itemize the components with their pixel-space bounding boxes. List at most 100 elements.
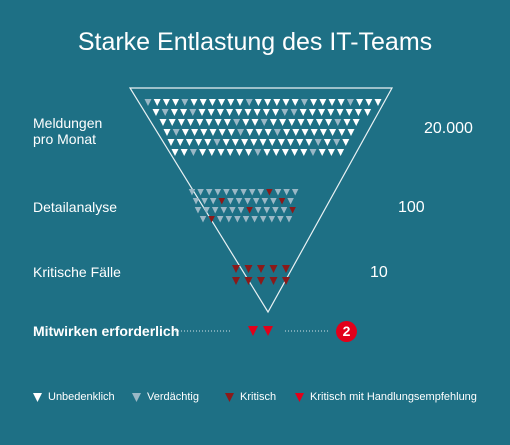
- triangle-unbedenklich: [168, 119, 176, 126]
- triangle-verdaechtig: [237, 207, 245, 214]
- triangle-unbedenklich: [338, 129, 346, 136]
- triangle-unbedenklich: [354, 109, 362, 116]
- legend-label: Kritisch: [240, 391, 277, 403]
- triangle-verdaechtig: [181, 99, 189, 106]
- triangle-kritisch-handlung: [248, 326, 258, 336]
- triangle-unbedenklich: [374, 99, 382, 106]
- triangle-unbedenklich: [236, 99, 244, 106]
- triangle-verdaechtig: [245, 99, 253, 106]
- triangle-verdaechtig: [300, 99, 308, 106]
- triangle-unbedenklich: [180, 109, 188, 116]
- triangle-unbedenklich: [323, 139, 331, 146]
- triangle-unbedenklich: [191, 129, 199, 136]
- triangle-unbedenklich: [281, 149, 289, 156]
- triangle-unbedenklich: [250, 139, 258, 146]
- triangle-unbedenklich: [318, 109, 326, 116]
- triangle-unbedenklich: [319, 99, 327, 106]
- triangle-unbedenklich: [235, 149, 243, 156]
- triangle-verdaechtig: [211, 207, 219, 214]
- triangle-verdaechtig: [346, 99, 354, 106]
- triangle-unbedenklich: [272, 149, 280, 156]
- triangle-unbedenklich: [305, 139, 313, 146]
- triangle-verdaechtig: [254, 207, 262, 214]
- triangle-unbedenklich: [337, 99, 345, 106]
- triangle-unbedenklich: [223, 119, 231, 126]
- triangle-unbedenklich: [251, 119, 259, 126]
- triangle-unbedenklich: [263, 149, 271, 156]
- triangle-unbedenklich: [200, 129, 208, 136]
- triangle-unbedenklich: [204, 139, 212, 146]
- legend-item-kritisch: Kritisch: [225, 391, 276, 403]
- triangle-unbedenklich: [315, 119, 323, 126]
- triangle-kritisch: [266, 189, 273, 196]
- row-label-mitwirken: Mitwirken erforderlich: [33, 323, 180, 339]
- triangle-verdaechtig: [285, 216, 293, 223]
- triangle-unbedenklich: [181, 129, 189, 136]
- triangle-unbedenklich: [185, 139, 193, 146]
- triangle-verdaechtig: [268, 216, 276, 223]
- triangle-verdaechtig: [188, 189, 196, 196]
- triangle-verdaechtig: [283, 189, 290, 196]
- triangle-unbedenklich: [246, 129, 254, 136]
- triangle-unbedenklich: [226, 149, 234, 156]
- triangle-kritisch: [257, 265, 265, 273]
- legend-item-verdaechtig: Verdächtig: [132, 391, 199, 403]
- triangle-unbedenklich: [171, 149, 179, 156]
- legend: Unbedenklich Verdächtig Kritisch Kritisc…: [0, 391, 510, 411]
- triangle-unbedenklich: [268, 139, 276, 146]
- triangle-verdaechtig: [309, 149, 317, 156]
- triangle-verdaechtig: [334, 119, 342, 126]
- triangle-verdaechtig: [223, 189, 230, 196]
- triangle-group-mitwirken: [248, 326, 273, 336]
- triangle-unbedenklich: [291, 149, 299, 156]
- triangle-unbedenklich: [319, 129, 327, 136]
- triangle-group-detailanalyse: [188, 189, 299, 223]
- triangle-unbedenklich: [205, 119, 213, 126]
- triangle-unbedenklich: [347, 129, 355, 136]
- triangle-kritisch: [244, 265, 253, 273]
- triangle-verdaechtig: [259, 216, 267, 223]
- triangle-verdaechtig: [235, 198, 243, 205]
- triangle-unbedenklich: [177, 119, 185, 126]
- triangle-unbedenklich: [328, 99, 336, 106]
- triangle-unbedenklich: [310, 129, 318, 136]
- legend-label: Verdächtig: [147, 391, 199, 403]
- triangle-kritisch: [269, 265, 278, 273]
- triangle-verdaechtig: [263, 207, 271, 214]
- triangle-verdaechtig: [205, 189, 213, 196]
- triangle-unbedenklich: [301, 129, 309, 136]
- triangle-verdaechtig: [227, 198, 234, 205]
- triangle-unbedenklich: [253, 109, 261, 116]
- triangle-unbedenklich: [325, 119, 333, 126]
- triangle-unbedenklich: [162, 99, 170, 106]
- triangle-verdaechtig: [234, 216, 241, 223]
- triangle-kritisch: [244, 277, 253, 285]
- triangle-unbedenklich: [153, 99, 161, 106]
- triangle-verdaechtig: [213, 139, 221, 146]
- triangle-group-meldungen: [144, 99, 382, 156]
- triangle-verdaechtig: [189, 109, 197, 116]
- triangle-verdaechtig: [290, 109, 298, 116]
- legend-label: Kritisch mit Handlungsempfehlung: [310, 391, 477, 403]
- triangle-kritisch: [232, 277, 240, 285]
- triangle-unbedenklich: [269, 119, 277, 126]
- triangle-verdaechtig: [144, 99, 152, 106]
- triangle-verdaechtig: [189, 149, 197, 156]
- triangle-unbedenklich: [272, 109, 280, 116]
- triangle-unbedenklich: [296, 139, 304, 146]
- triangle-unbedenklich: [287, 139, 295, 146]
- triangle-unbedenklich: [283, 129, 291, 136]
- triangle-verdaechtig: [231, 189, 239, 196]
- triangle-verdaechtig: [199, 216, 207, 223]
- triangle-kritisch: [232, 265, 240, 273]
- triangle-kritisch: [282, 277, 290, 285]
- triangle-verdaechtig: [225, 216, 233, 223]
- label-line: pro Monat: [33, 131, 97, 147]
- triangle-verdaechtig: [216, 216, 224, 223]
- triangle-verdaechtig: [274, 189, 282, 196]
- triangle-verdaechtig: [220, 207, 228, 214]
- triangle-unbedenklich: [327, 109, 335, 116]
- triangle-unbedenklich: [198, 109, 206, 116]
- triangle-unbedenklich: [152, 109, 160, 116]
- triangle-kritisch: [282, 265, 290, 273]
